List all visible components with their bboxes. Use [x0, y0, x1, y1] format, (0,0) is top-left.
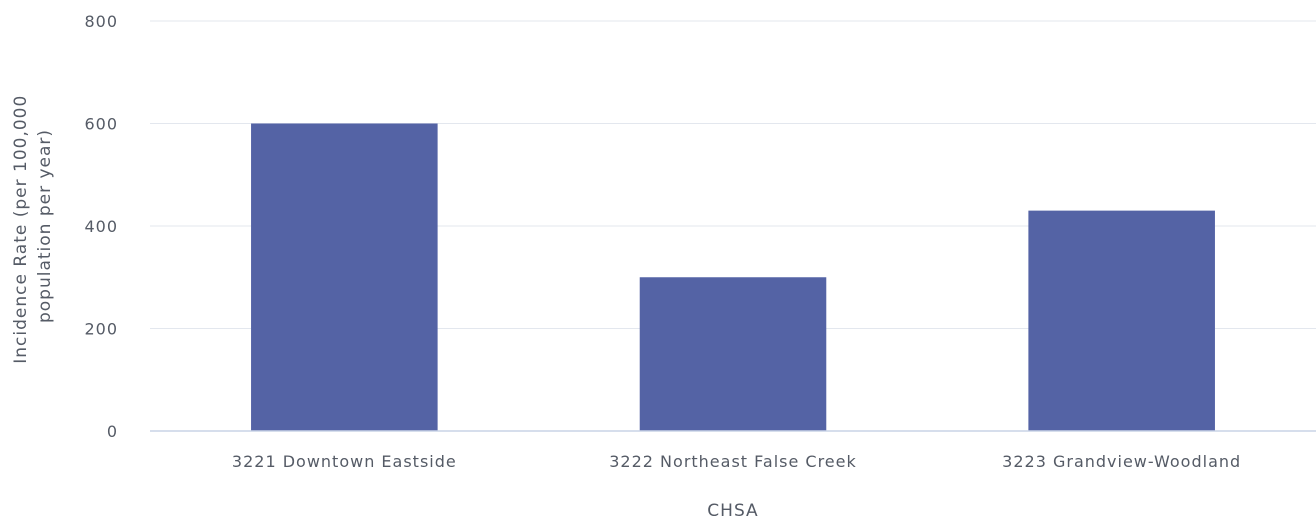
x-axis-title: CHSA	[707, 501, 758, 521]
bars	[251, 123, 1215, 432]
y-axis-title-line-2: population per year)	[35, 129, 55, 323]
y-tick-label: 600	[84, 115, 118, 134]
bar[interactable]	[639, 277, 827, 431]
y-axis-ticks: 0 200 400 600 800	[84, 12, 118, 441]
x-tick-label: 3223 Grandview-Woodland	[1002, 452, 1241, 471]
x-axis-ticks: 3221 Downtown Eastside 3222 Northeast Fal…	[232, 452, 1241, 471]
y-tick-label: 800	[84, 12, 118, 31]
x-tick-label: 3221 Downtown Eastside	[232, 452, 457, 471]
y-axis-title: Incidence Rate (per 100,000 population p…	[11, 88, 55, 363]
x-tick-label: 3222 Northeast False Creek	[609, 452, 857, 471]
bar[interactable]	[1028, 210, 1215, 431]
y-tick-label: 0	[107, 422, 118, 441]
y-tick-label: 200	[84, 320, 118, 339]
y-axis-title-line-1: Incidence Rate (per 100,000	[11, 95, 31, 364]
y-tick-label: 400	[84, 217, 118, 236]
bar[interactable]	[251, 123, 438, 432]
